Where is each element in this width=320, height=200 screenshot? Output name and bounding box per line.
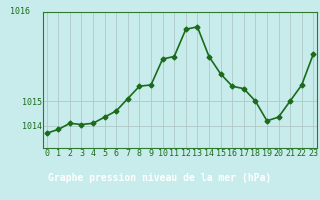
Text: 1016: 1016 (10, 7, 30, 17)
Text: Graphe pression niveau de la mer (hPa): Graphe pression niveau de la mer (hPa) (48, 173, 272, 183)
